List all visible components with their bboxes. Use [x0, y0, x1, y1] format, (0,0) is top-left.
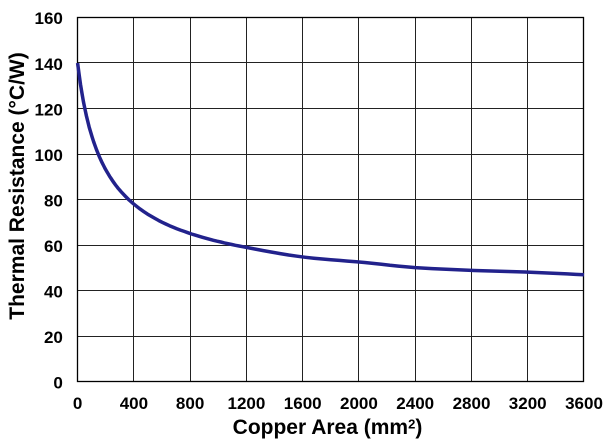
svg-text:0: 0	[73, 394, 82, 413]
svg-text:3200: 3200	[509, 394, 547, 413]
svg-text:400: 400	[120, 394, 148, 413]
svg-text:1600: 1600	[284, 394, 322, 413]
svg-text:100: 100	[35, 146, 63, 165]
svg-text:120: 120	[35, 100, 63, 119]
svg-text:800: 800	[176, 394, 204, 413]
svg-text:Thermal Resistance (°C/W): Thermal Resistance (°C/W)	[6, 52, 29, 319]
svg-text:20: 20	[44, 328, 63, 347]
svg-text:60: 60	[44, 237, 63, 256]
svg-text:80: 80	[44, 191, 63, 210]
svg-text:Copper Area (mm2): Copper Area (mm2)	[233, 416, 423, 439]
svg-text:3600: 3600	[565, 394, 603, 413]
svg-text:2400: 2400	[396, 394, 434, 413]
svg-text:40: 40	[44, 283, 63, 302]
svg-text:0: 0	[53, 374, 62, 393]
svg-text:160: 160	[35, 9, 63, 28]
svg-text:140: 140	[35, 55, 63, 74]
svg-text:1200: 1200	[227, 394, 265, 413]
svg-text:2000: 2000	[340, 394, 378, 413]
svg-text:2800: 2800	[453, 394, 491, 413]
